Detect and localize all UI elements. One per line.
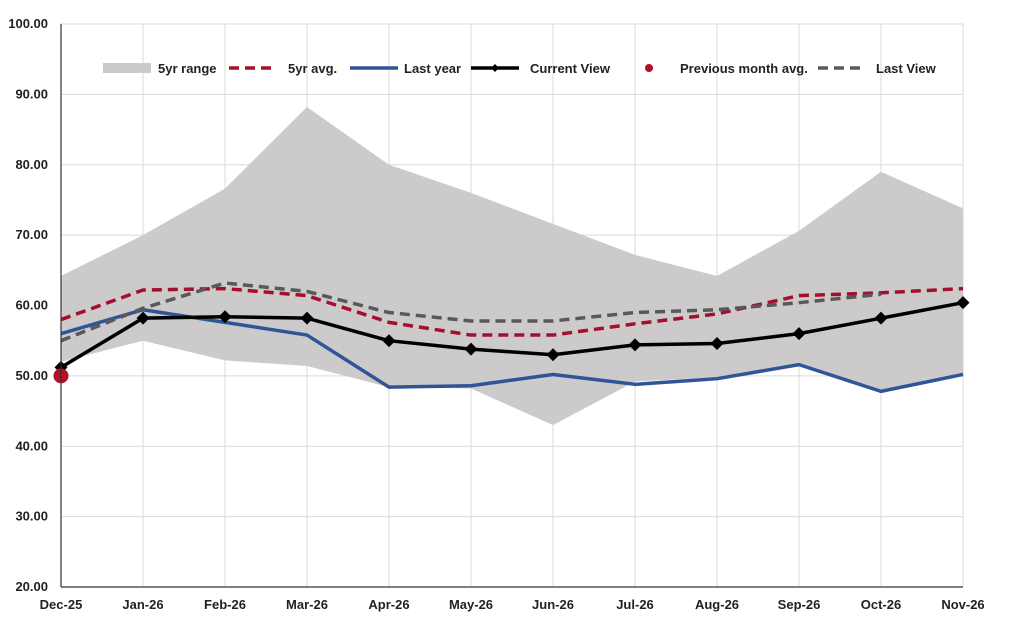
point-current-view xyxy=(874,311,888,325)
x-tick-label: May-26 xyxy=(449,597,493,612)
legend-label: Last year xyxy=(404,61,461,76)
legend-label: 5yr range xyxy=(158,61,217,76)
y-tick-label: 20.00 xyxy=(15,579,48,594)
legend-swatch-five-year-range xyxy=(103,63,151,73)
y-tick-label: 60.00 xyxy=(15,298,48,313)
x-tick-label: Apr-26 xyxy=(368,597,409,612)
x-tick-label: Feb-26 xyxy=(204,597,246,612)
point-current-view xyxy=(464,342,478,356)
x-tick-label: Nov-26 xyxy=(941,597,984,612)
five-year-range-area xyxy=(61,107,963,426)
legend-marker-current-view xyxy=(491,64,499,72)
point-current-view xyxy=(300,311,314,325)
y-tick-label: 90.00 xyxy=(15,86,48,101)
series-lines xyxy=(53,281,970,394)
x-tick-label: Sep-26 xyxy=(778,597,821,612)
point-current-view xyxy=(382,334,396,348)
y-tick-label: 70.00 xyxy=(15,227,48,242)
x-tick-label: Aug-26 xyxy=(695,597,739,612)
point-current-view xyxy=(956,296,970,310)
x-tick-label: Jun-26 xyxy=(532,597,574,612)
x-tick-label: Jan-26 xyxy=(122,597,163,612)
point-current-view xyxy=(792,327,806,341)
legend-label: Previous month avg. xyxy=(680,61,808,76)
y-tick-label: 30.00 xyxy=(15,509,48,524)
x-tick-label: Jul-26 xyxy=(616,597,654,612)
y-tick-label: 100.00 xyxy=(8,16,48,31)
legend: 5yr range 5yr avg. Last year Current View Pr… xyxy=(103,61,937,76)
range-band xyxy=(61,107,963,426)
y-tick-label: 80.00 xyxy=(15,157,48,172)
legend-swatch-previous-month-avg xyxy=(645,64,653,72)
point-current-view xyxy=(136,311,150,325)
x-tick-label: Mar-26 xyxy=(286,597,328,612)
legend-label: Last View xyxy=(876,61,937,76)
series-line-current-view xyxy=(60,300,964,369)
x-tick-label: Oct-26 xyxy=(861,597,901,612)
y-tick-label: 40.00 xyxy=(15,438,48,453)
point-current-view xyxy=(710,337,724,351)
x-tick-label: Dec-25 xyxy=(40,597,83,612)
y-tick-label: 50.00 xyxy=(15,368,48,383)
axes: 20.00 30.00 40.00 50.00 60.00 70.00 80.00 90.00… xyxy=(8,16,984,612)
series-line-last-year xyxy=(60,307,964,394)
point-current-view xyxy=(218,310,232,324)
point-current-view xyxy=(628,338,642,352)
legend-label: 5yr avg. xyxy=(288,61,337,76)
series-line-last-view xyxy=(60,281,882,343)
point-current-view xyxy=(546,348,560,362)
legend-label: Current View xyxy=(530,61,611,76)
